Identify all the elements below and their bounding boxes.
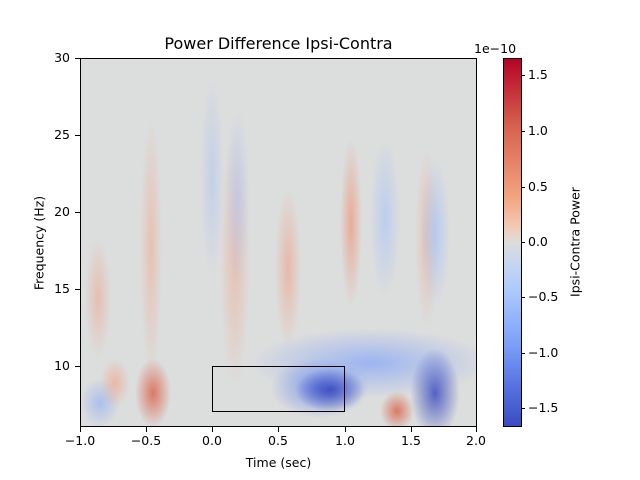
x-tick (278, 427, 279, 432)
x-tick-label: 2.0 (466, 433, 486, 448)
chart-title: Power Difference Ipsi-Contra (164, 34, 393, 53)
x-tick (212, 427, 213, 432)
roi-rectangle (212, 366, 345, 412)
y-tick-label: 25 (54, 127, 70, 142)
x-tick (411, 427, 412, 432)
colorbar-tick-label: 0.5 (528, 179, 548, 194)
x-tick (146, 427, 147, 432)
x-axis-label: Time (sec) (245, 455, 312, 470)
y-tick (75, 58, 80, 59)
x-tick-label: 1.0 (335, 433, 355, 448)
x-tick (476, 427, 477, 432)
colorbar-tick-label: 1.0 (528, 123, 548, 138)
colorbar-label: Ipsi-Contra Power (567, 187, 583, 297)
colorbar (503, 58, 522, 427)
colorbar-tick (521, 75, 525, 76)
colorbar-tick (521, 353, 525, 354)
x-tick-label: −1.0 (64, 433, 96, 448)
y-tick (75, 135, 80, 136)
colorbar-tick-label: 0.0 (528, 234, 548, 249)
colorbar-tick (521, 297, 525, 298)
y-tick (75, 289, 80, 290)
colorbar-tick-label: −1.0 (528, 345, 559, 360)
x-tick-label: −0.5 (130, 433, 162, 448)
x-tick (80, 427, 81, 432)
colorbar-tick-label: −1.5 (528, 400, 559, 415)
y-tick-label: 15 (54, 281, 70, 296)
y-axis-label: Frequency (Hz) (31, 195, 47, 291)
colorbar-exponent: 1e−10 (474, 41, 517, 56)
colorbar-tick (521, 187, 525, 188)
colorbar-tick (521, 242, 525, 243)
y-tick-label: 30 (54, 50, 70, 65)
y-tick-label: 10 (54, 358, 70, 373)
y-tick (75, 212, 80, 213)
x-tick-label: 1.5 (401, 433, 421, 448)
colorbar-tick-label: 1.5 (528, 67, 548, 82)
y-tick-label: 20 (54, 204, 70, 219)
x-tick-label: 0.0 (202, 433, 222, 448)
plot-frame (80, 58, 477, 427)
y-tick (75, 366, 80, 367)
heatmap-area (80, 58, 477, 427)
x-tick (345, 427, 346, 432)
x-tick-label: 0.5 (268, 433, 288, 448)
colorbar-tick-label: −0.5 (528, 289, 559, 304)
colorbar-tick (521, 131, 525, 132)
colorbar-tick (521, 408, 525, 409)
